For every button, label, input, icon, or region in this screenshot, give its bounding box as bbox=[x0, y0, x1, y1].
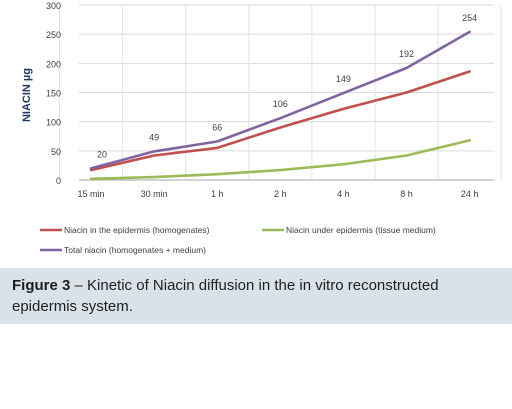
series-lines bbox=[89, 30, 471, 181]
data-label: 106 bbox=[273, 99, 288, 109]
x-tick-label: 30 min bbox=[141, 189, 168, 199]
x-tick-label: 24 h bbox=[461, 189, 479, 199]
legend-entry: Niacin in the epidermis (homogenates) bbox=[64, 225, 210, 235]
figure-caption-text: – Kinetic of Niacin diffusion in the in … bbox=[12, 277, 439, 315]
axes: 0 50 100 150 200 250 300 15 min 30 min 1 h 2 h 4 h 8… bbox=[46, 1, 494, 199]
x-tick-label: 1 h bbox=[211, 189, 224, 199]
data-label: 66 bbox=[212, 123, 222, 133]
legend-entry: Niacin under epidermis (tissue medium) bbox=[286, 225, 436, 235]
series-line-1 bbox=[89, 70, 471, 172]
y-axis-label: NIACIN µg bbox=[21, 68, 33, 122]
series-line-3 bbox=[89, 30, 471, 170]
y-tick-label: 200 bbox=[46, 59, 61, 69]
line-chart: 0 50 100 150 200 250 300 15 min 30 min 1 h 2 h 4 h 8… bbox=[21, 1, 502, 255]
data-label: 149 bbox=[336, 74, 351, 84]
data-labels: 20 49 66 106 149 192 254 bbox=[97, 13, 477, 159]
data-label: 20 bbox=[97, 149, 107, 159]
y-tick-label: 150 bbox=[46, 89, 61, 99]
legend: Niacin in the epidermis (homogenates) Nia… bbox=[40, 225, 436, 255]
figure-caption: Figure 3 – Kinetic of Niacin diffusion i… bbox=[0, 268, 512, 324]
x-tick-label: 2 h bbox=[274, 189, 287, 199]
legend-entry: Total niacin (homogenates + medium) bbox=[64, 245, 206, 255]
x-tick-label: 8 h bbox=[400, 189, 413, 199]
data-label: 192 bbox=[399, 49, 414, 59]
y-tick-label: 250 bbox=[46, 30, 61, 40]
data-label: 49 bbox=[149, 132, 159, 142]
y-tick-label: 0 bbox=[56, 176, 61, 186]
x-tick-label: 15 min bbox=[77, 189, 104, 199]
y-tick-label: 100 bbox=[46, 118, 61, 128]
x-tick-label: 4 h bbox=[337, 189, 350, 199]
y-tick-label: 50 bbox=[51, 147, 61, 157]
grid-lines bbox=[59, 4, 502, 180]
figure-caption-label: Figure 3 bbox=[12, 277, 71, 294]
y-tick-label: 300 bbox=[46, 1, 61, 11]
series-line-2 bbox=[89, 139, 471, 181]
data-label: 254 bbox=[462, 13, 477, 23]
